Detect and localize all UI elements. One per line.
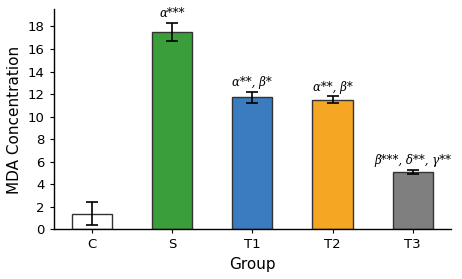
Bar [152,32,192,229]
Bar [72,214,112,229]
Text: α***: α*** [159,7,185,20]
X-axis label: Group: Group [229,257,275,272]
Y-axis label: MDA Concentration: MDA Concentration [7,45,22,194]
Text: β***, δ**, γ**: β***, δ**, γ** [374,154,451,167]
Bar [312,100,353,229]
Bar [232,97,272,229]
Text: α**, β*: α**, β* [313,81,353,93]
Text: α**, β*: α**, β* [232,76,272,89]
Bar [393,172,433,229]
